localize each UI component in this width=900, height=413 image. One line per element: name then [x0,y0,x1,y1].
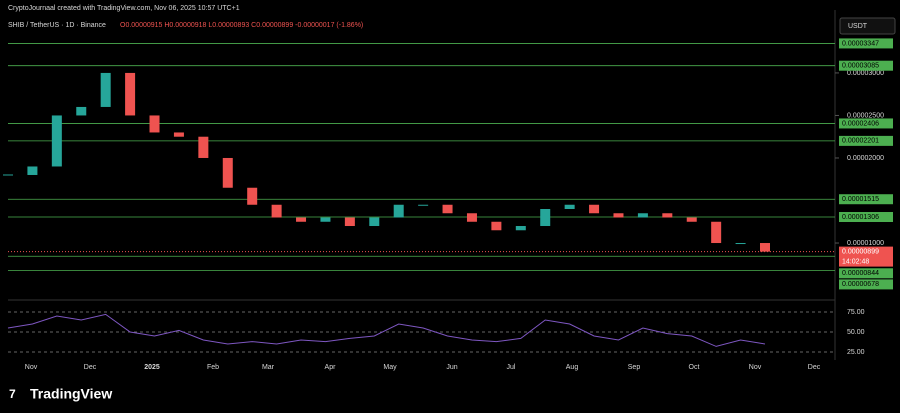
level-tag [839,60,893,71]
candle [320,217,331,222]
currency-box[interactable] [839,17,896,35]
candle [466,213,477,222]
x-tick-label: Nov [749,364,762,371]
level-tag [839,211,893,222]
candle [149,115,160,133]
candle [589,204,600,214]
level-tag [839,38,893,49]
level-label: 0.00003085 [842,63,879,70]
candle [369,217,380,227]
candle [125,72,136,116]
brand: TradingView [30,386,112,402]
credit: CryptoJournaal created with TradingView.… [8,5,240,12]
candle [271,204,282,218]
candle [735,243,746,245]
candle [662,213,673,218]
x-tick-label: Apr [325,364,337,371]
level-label: 0.00003347 [842,40,879,47]
candle [760,243,770,252]
level-label: 0.00000844 [842,270,879,277]
candle [442,204,453,214]
x-tick-label: Jun [446,364,457,371]
level-tag [839,135,893,146]
level-tag [839,268,893,279]
candle [76,106,87,116]
candle [100,72,111,107]
symbol: SHIB / TetherUS · 1D · Binance [8,22,106,29]
x-tick-label: Sep [628,364,641,371]
level-label: 0.00001306 [842,214,879,221]
candle [393,204,404,218]
candle [296,217,307,222]
level-tag [839,118,893,129]
x-tick-label: Mar [262,364,275,371]
candle [198,136,209,158]
level-label: 0.00001515 [842,196,879,203]
candle [515,226,526,231]
level-tag [839,279,893,290]
level-tag [839,194,893,205]
candle [247,187,258,205]
candle [613,213,624,218]
level-label: 0.00002406 [842,120,879,127]
logo: 7 [9,387,16,401]
x-tick-label: Feb [207,364,219,371]
x-tick-label: May [383,364,397,371]
x-tick-label: Dec [84,364,97,371]
current-price-tag [839,246,893,267]
rsi-tick-label: 25.00 [847,349,865,356]
level-label: 0.00000678 [842,281,879,288]
x-tick-label: 2025 [144,364,160,371]
x-tick-label: Dec [808,364,821,371]
x-tick-label: Jul [507,364,516,371]
rsi-tick-label: 50.00 [847,329,865,336]
candle [540,209,551,227]
y-tick-label: 0.00003000 [847,70,884,77]
y-tick-label: 0.00002500 [847,112,884,119]
candle [711,221,722,244]
candle [418,204,429,206]
candle [27,166,38,175]
candle [637,213,648,218]
current-price: 0.00000899 [842,248,879,255]
level-label: 0.00002201 [842,138,879,145]
x-tick-label: Oct [689,364,700,371]
rsi-tick-label: 75.00 [847,309,865,316]
rsi-line [7,313,766,347]
candle [222,157,233,188]
x-tick-label: Nov [25,364,38,371]
candle [173,132,184,137]
candle [491,221,502,231]
candle [51,115,62,167]
candle [686,217,697,222]
y-tick-label: 0.00001000 [847,240,884,247]
ohlc: O0.00000915 H0.00000918 L0.00000893 C0.0… [120,22,363,29]
y-tick-label: 0.00002000 [847,155,884,162]
currency[interactable]: USDT [848,23,868,30]
countdown: 14:02:48 [842,258,869,265]
candle [344,217,355,227]
candle [564,204,575,210]
x-tick-label: Aug [566,364,579,371]
